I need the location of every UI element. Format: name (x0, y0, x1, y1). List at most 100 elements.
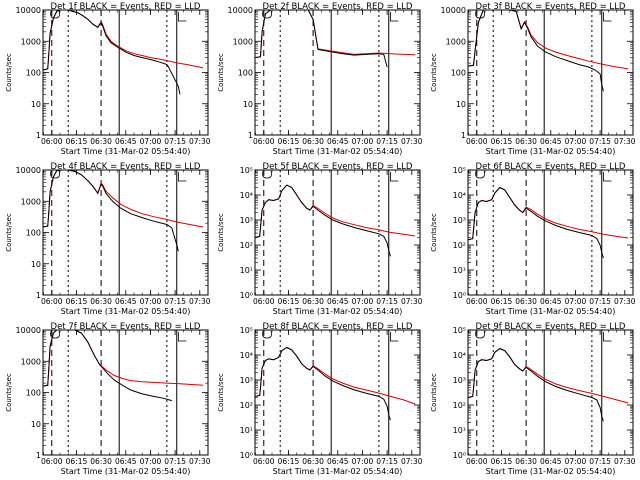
x-tick-label: 06:45 (115, 137, 137, 146)
interval-flag (177, 12, 187, 22)
series-line-lld (468, 348, 629, 404)
y-tick-label: 100 (451, 69, 466, 78)
x-tick-label: 06:30 (515, 137, 537, 146)
y-tick-label: 10⁰ (453, 451, 466, 460)
x-tick-label: 06:00 (466, 297, 488, 306)
x-tick-label: 06:30 (90, 297, 112, 306)
interval-flag (602, 172, 612, 182)
x-tick-label: 06:30 (90, 137, 112, 146)
attenuator-flag (50, 330, 60, 339)
x-axis-label: Start Time (31-Mar-02 05:54:40) (273, 307, 403, 316)
y-tick-label: 10 (243, 100, 253, 109)
x-tick-label: 07:00 (565, 137, 587, 146)
y-tick-label: 1 (36, 131, 41, 140)
x-tick-label: 07:00 (565, 457, 587, 466)
x-tick-label: 06:15 (66, 297, 88, 306)
x-tick-label: 06:00 (253, 137, 275, 146)
x-tick-label: 06:30 (515, 297, 537, 306)
x-tick-label: 07:00 (140, 297, 162, 306)
y-axis-label: Counts/sec (217, 373, 225, 412)
series-line-lld (43, 330, 204, 387)
panel-title: Det 6f BLACK = Events, RED = LLD (476, 162, 626, 172)
interval-flag (389, 172, 399, 182)
panel-det-9: Det 9f BLACK = Events, RED = LLD Counts/s… (430, 322, 636, 476)
interval-flag (602, 12, 612, 22)
x-tick-label: 06:00 (41, 297, 63, 306)
x-tick-label: 06:45 (115, 297, 137, 306)
x-tick-label: 06:00 (253, 457, 275, 466)
series-line-events (255, 10, 388, 68)
y-tick-label: 10² (453, 241, 466, 250)
y-tick-label: 10⁵ (240, 326, 253, 335)
interval-flag (389, 332, 399, 342)
y-tick-label: 10⁵ (453, 326, 466, 335)
x-tick-label: 06:30 (515, 457, 537, 466)
panel-det-2: Det 2f BLACK = Events, RED = LLD Counts/s… (217, 2, 423, 156)
x-tick-label: 06:30 (302, 457, 324, 466)
y-axis-label: Counts/sec (430, 373, 438, 412)
attenuator-flag (50, 170, 60, 179)
series-line-lld (468, 10, 629, 70)
x-tick-label: 06:30 (90, 457, 112, 466)
x-tick-label: 06:15 (491, 457, 513, 466)
x-tick-label: 06:45 (540, 297, 562, 306)
x-tick-label: 06:15 (491, 297, 513, 306)
x-axis-label: Start Time (31-Mar-02 05:54:40) (486, 147, 616, 156)
y-tick-label: 10000 (228, 6, 253, 15)
y-tick-label: 10² (453, 401, 466, 410)
panel-title: Det 3f BLACK = Events, RED = LLD (476, 2, 626, 12)
panel-det-3: Det 3f BLACK = Events, RED = LLD Counts/s… (430, 2, 636, 156)
x-tick-label: 06:45 (327, 297, 349, 306)
x-tick-label: 06:45 (327, 457, 349, 466)
x-tick-label: 07:00 (352, 297, 374, 306)
series-line-events (468, 186, 604, 259)
series-line-events (255, 184, 391, 257)
x-tick-label: 07:15 (164, 137, 186, 146)
y-tick-label: 10 (31, 420, 41, 429)
y-tick-label: 10000 (16, 326, 41, 335)
attenuator-flag (475, 330, 485, 339)
panel-det-4: Det 4f BLACK = Events, RED = LLD Counts/s… (5, 162, 211, 316)
series-line-events (43, 10, 181, 95)
panel-title: Det 7f BLACK = Events, RED = LLD (51, 322, 201, 332)
x-tick-label: 07:15 (376, 297, 398, 306)
x-tick-label: 06:15 (278, 297, 300, 306)
series-line-events (43, 170, 179, 252)
series-line-lld (255, 10, 416, 59)
x-tick-label: 07:15 (164, 297, 186, 306)
x-tick-label: 06:00 (466, 457, 488, 466)
attenuator-flag (262, 170, 272, 179)
y-tick-label: 1 (36, 451, 41, 460)
y-axis-label: Counts/sec (217, 53, 225, 92)
x-tick-label: 07:15 (164, 457, 186, 466)
y-tick-label: 10000 (16, 6, 41, 15)
panel-det-6: Det 6f BLACK = Events, RED = LLD Counts/s… (430, 162, 636, 316)
attenuator-flag (262, 10, 272, 19)
x-axis-label: Start Time (31-Mar-02 05:54:40) (273, 147, 403, 156)
y-tick-label: 100 (26, 69, 41, 78)
y-tick-label: 10⁰ (240, 291, 253, 300)
attenuator-flag (475, 170, 485, 179)
y-tick-label: 10⁵ (240, 166, 253, 175)
x-tick-label: 06:15 (66, 457, 88, 466)
x-tick-label: 06:00 (466, 137, 488, 146)
x-tick-label: 07:15 (376, 457, 398, 466)
panel-det-8: Det 8f BLACK = Events, RED = LLD Counts/s… (217, 322, 423, 476)
x-tick-label: 07:00 (140, 457, 162, 466)
panel-title: Det 4f BLACK = Events, RED = LLD (51, 162, 201, 172)
x-tick-label: 06:00 (253, 297, 275, 306)
x-tick-label: 07:30 (401, 297, 423, 306)
y-tick-label: 10⁵ (453, 166, 466, 175)
panel-title: Det 9f BLACK = Events, RED = LLD (476, 322, 626, 332)
series-line-lld (468, 186, 629, 241)
panel-title: Det 2f BLACK = Events, RED = LLD (263, 2, 413, 12)
y-tick-label: 10⁰ (240, 451, 253, 460)
x-tick-label: 07:30 (614, 297, 636, 306)
y-tick-label: 10000 (16, 166, 41, 175)
y-tick-label: 1000 (233, 37, 253, 46)
x-tick-label: 06:00 (41, 457, 63, 466)
y-tick-label: 1000 (21, 197, 41, 206)
y-tick-label: 10⁴ (453, 351, 466, 360)
series-line-lld (43, 170, 204, 228)
x-tick-label: 07:30 (189, 457, 211, 466)
